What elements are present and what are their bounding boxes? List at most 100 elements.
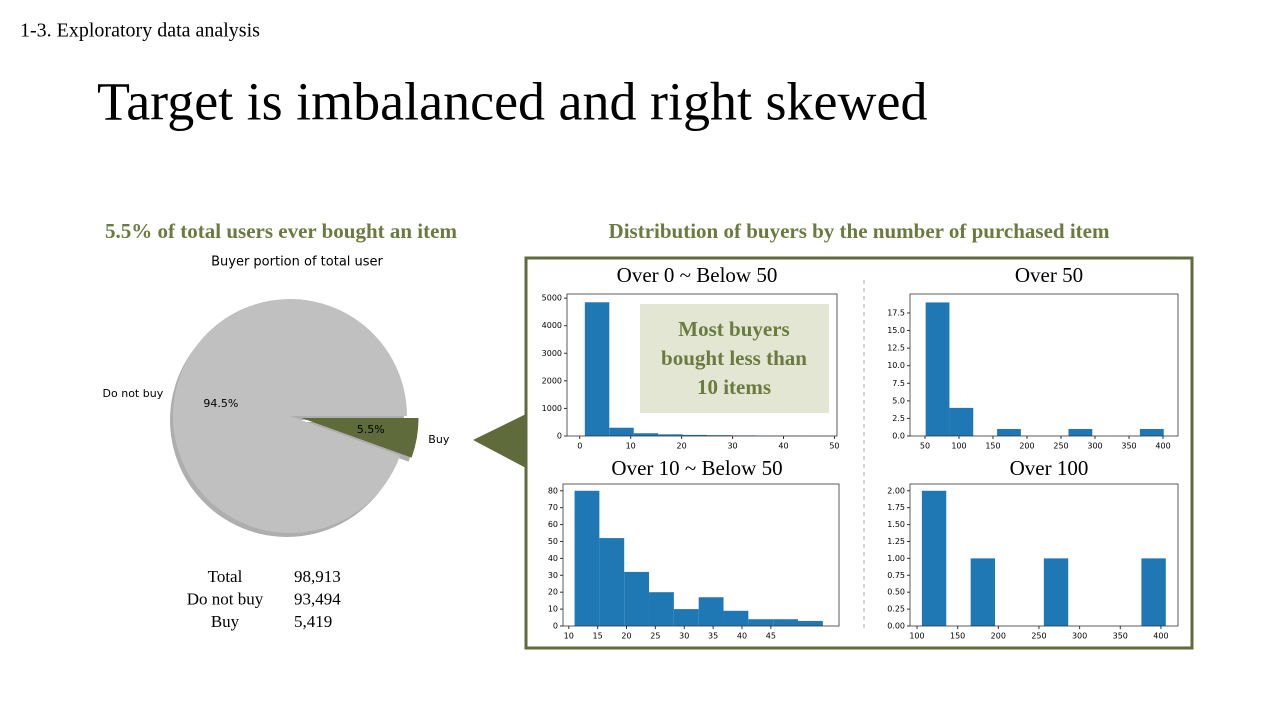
y-tick-label: 0 (557, 432, 562, 441)
hist-bar (658, 434, 683, 436)
y-tick-label: 12.5 (887, 344, 905, 353)
hist-bar (773, 619, 799, 626)
y-tick-label: 30 (548, 571, 558, 580)
callout-box (640, 304, 829, 413)
y-tick-label: 5.0 (892, 396, 905, 405)
hist-title: Over 50 (1015, 263, 1083, 287)
hist-bar (649, 592, 674, 626)
hist-bar (949, 407, 974, 436)
x-tick-label: 200 (1019, 442, 1034, 451)
pie-pct: 94.5% (203, 397, 238, 410)
x-tick-label: 30 (727, 442, 737, 451)
pie-label: Buy (428, 433, 450, 446)
x-tick-label: 40 (778, 442, 788, 451)
table-label: Total (208, 567, 243, 586)
y-tick-label: 0 (553, 622, 558, 631)
table-label: Do not buy (187, 589, 264, 608)
table-value: 93,494 (294, 589, 341, 608)
hist-bar (997, 428, 1021, 436)
y-tick-label: 70 (548, 503, 558, 512)
section-label: 1-3. Exploratory data analysis (20, 20, 260, 42)
hist-bar (707, 435, 732, 436)
x-tick-label: 40 (737, 632, 747, 641)
x-tick-label: 45 (766, 632, 776, 641)
x-tick-label: 20 (621, 632, 631, 641)
y-tick-label: 2.5 (892, 414, 905, 423)
x-tick-label: 250 (1053, 442, 1068, 451)
x-tick-label: 100 (909, 632, 924, 641)
hist-bar (698, 597, 724, 626)
y-tick-label: 0.00 (887, 622, 905, 631)
x-tick-label: 400 (1155, 442, 1170, 451)
pie-slice (173, 298, 407, 533)
x-tick-label: 50 (920, 442, 930, 451)
hist-bar (921, 490, 947, 626)
axes-frame (909, 483, 1179, 627)
x-tick-label: 10 (564, 632, 574, 641)
hist-bar (609, 427, 634, 436)
axes-frame (909, 293, 1179, 437)
y-tick-label: 4000 (542, 321, 562, 330)
pie-title: Buyer portion of total user (211, 255, 383, 270)
left-heading: 5.5% of total users ever bought an item (105, 219, 457, 243)
hist-bar (624, 571, 650, 626)
hist-title: Over 10 ~ Below 50 (611, 456, 782, 480)
callout-text: 10 items (697, 375, 771, 399)
x-tick-label: 250 (1031, 632, 1046, 641)
hist-bar (1139, 428, 1164, 436)
y-tick-label: 20 (548, 588, 558, 597)
x-tick-label: 30 (679, 632, 689, 641)
x-tick-label: 400 (1153, 632, 1168, 641)
y-tick-label: 80 (548, 486, 558, 495)
x-tick-label: 300 (1072, 632, 1087, 641)
hist-bar (723, 610, 749, 626)
x-tick-label: 25 (650, 632, 660, 641)
y-tick-label: 2.00 (887, 486, 905, 495)
y-tick-label: 0.25 (887, 605, 905, 614)
axes-frame (566, 293, 838, 437)
x-tick-label: 0 (577, 442, 582, 451)
y-tick-label: 1.50 (887, 520, 905, 529)
table-value: 5,419 (294, 612, 332, 631)
x-tick-label: 350 (1121, 442, 1136, 451)
hist-bar (1141, 558, 1166, 626)
x-tick-label: 50 (829, 442, 839, 451)
hist-bar (925, 302, 950, 436)
y-tick-label: 50 (548, 537, 558, 546)
hist-bar (584, 302, 610, 436)
x-tick-label: 35 (708, 632, 718, 641)
y-tick-label: 2000 (542, 376, 562, 385)
y-tick-label: 1.25 (887, 537, 905, 546)
hist-bar (574, 490, 600, 626)
x-tick-label: 150 (950, 632, 965, 641)
y-tick-label: 40 (548, 554, 558, 563)
callout-text: bought less than (661, 346, 807, 370)
y-tick-label: 3000 (542, 349, 562, 358)
hist-bar (682, 434, 708, 436)
hist-bar (673, 609, 699, 626)
y-tick-label: 0.50 (887, 588, 905, 597)
hist-bar (970, 558, 996, 626)
x-tick-label: 350 (1113, 632, 1128, 641)
hist-title: Over 100 (1010, 456, 1089, 480)
right-heading: Distribution of buyers by the number of … (609, 219, 1110, 243)
x-tick-label: 20 (677, 442, 687, 451)
hist-bar (1043, 558, 1069, 626)
x-tick-label: 200 (991, 632, 1006, 641)
hist-bar (633, 433, 659, 436)
y-tick-label: 5000 (542, 294, 562, 303)
y-tick-label: 1.75 (887, 503, 905, 512)
pie-slice (301, 418, 419, 458)
y-tick-label: 1.00 (887, 554, 905, 563)
axes-frame (562, 483, 840, 627)
x-tick-label: 150 (985, 442, 1000, 451)
callout-arrow (473, 414, 526, 468)
x-tick-label: 10 (626, 442, 636, 451)
slide-title: Target is imbalanced and right skewed (97, 71, 927, 131)
hist-bar (1068, 428, 1093, 436)
table-value: 98,913 (294, 567, 341, 586)
y-tick-label: 60 (548, 520, 558, 529)
hist-bar (599, 538, 625, 626)
pie-pct: 5.5% (357, 423, 385, 436)
